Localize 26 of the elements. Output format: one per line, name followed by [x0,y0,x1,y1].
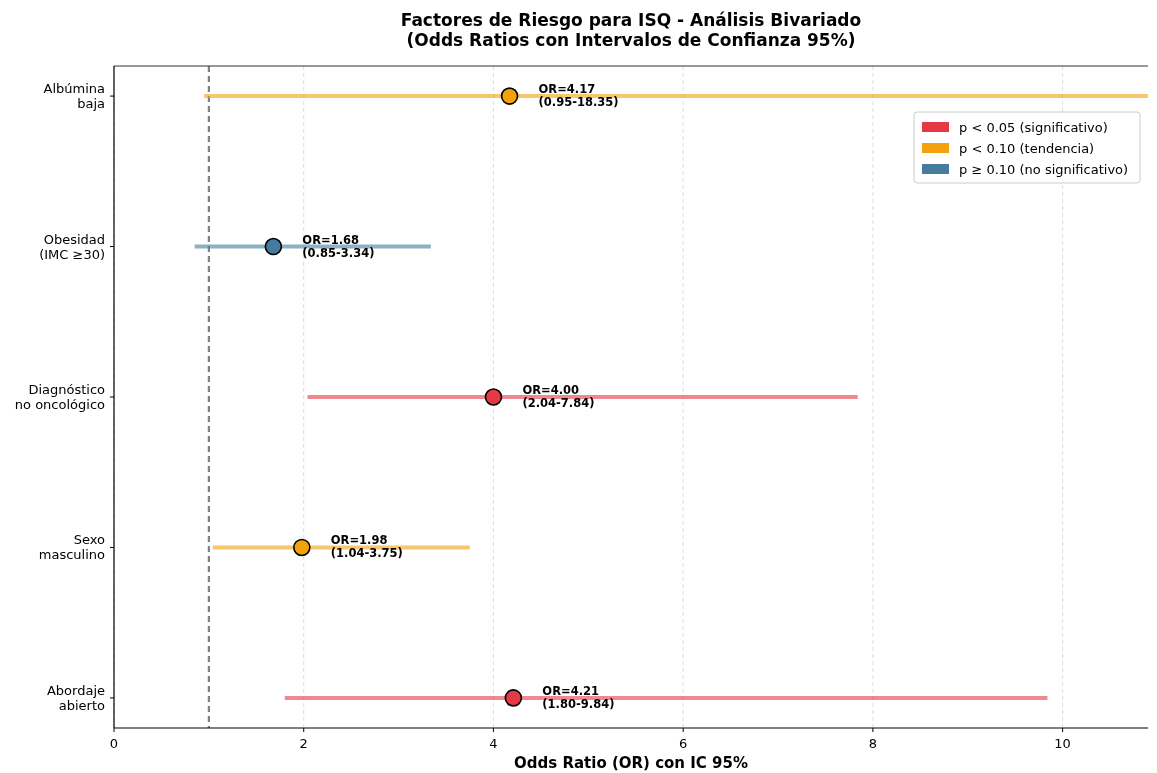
point [293,538,311,557]
data-label: OR=1.98 (1.04-3.75) [330,533,403,561]
legend-label: p < 0.05 (significativo) [959,120,1108,135]
x-tick-label: 6 [679,736,688,751]
chart-title: Factores de Riesgo para ISQ - Análisis Bivariado (Odds Ratios con Intervalos de Confianza 95%) [400,10,862,50]
data-label: OR=4.21 (1.80-9.84) [542,683,615,711]
x-tick-label: 0 [109,736,119,751]
legend-label: p < 0.10 (tendencia) [959,141,1095,156]
y-tick-label: Albúmina baja [43,81,105,112]
y-tick-label: Diagnóstico no oncológico [14,382,106,412]
legend-label: p ≥ 0.10 (no significativo) [959,162,1129,177]
x-tick-label: 10 [1054,736,1071,751]
x-tick-label: 2 [299,736,308,751]
data-label: OR=4.17 (0.95-18.35) [538,82,619,110]
x-axis-title: Odds Ratio (OR) con IC 95% [514,754,748,772]
point [264,237,283,256]
point [504,689,523,707]
point [500,87,519,105]
x-tick-label: 4 [489,736,498,751]
y-tick-label: Obesidad (IMC ≥30) [39,231,105,262]
point [484,388,503,406]
y-tick-label: Abordaje abierto [46,682,106,713]
data-label: OR=4.00 (2.04-7.84) [522,383,595,410]
y-tick-label: Sexo masculino [38,532,106,563]
data-label: OR=1.68 (0.85-3.34) [302,232,375,260]
x-tick-label: 8 [868,736,878,751]
